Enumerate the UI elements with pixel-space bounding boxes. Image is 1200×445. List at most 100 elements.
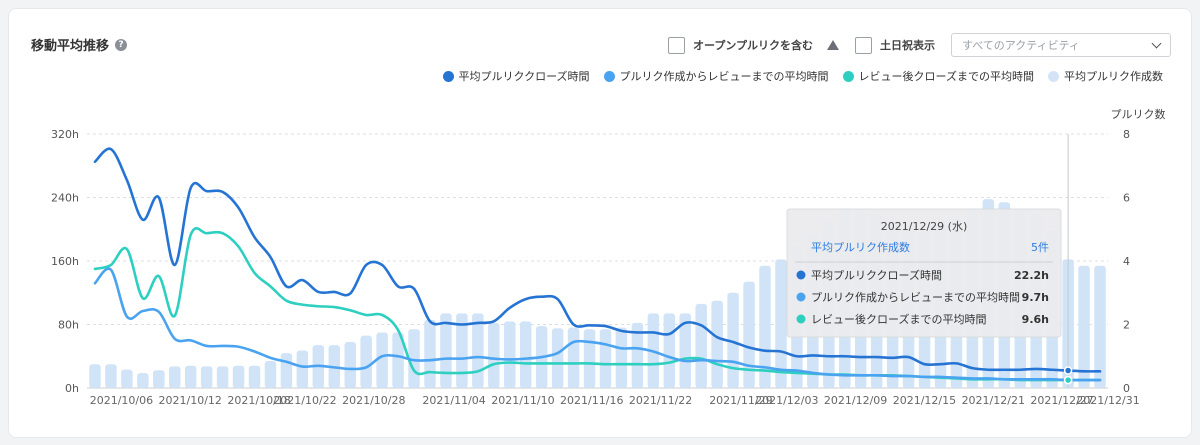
bar-pr-count bbox=[1078, 265, 1090, 388]
y-tick-label: 80h bbox=[58, 319, 79, 332]
bar-pr-count bbox=[695, 303, 707, 388]
bar-pr-count bbox=[296, 350, 309, 388]
tooltip-header-label: 平均プルリク作成数 bbox=[811, 241, 910, 254]
legend-item-review[interactable]: プルリク作成からレビューまでの平均時間 bbox=[603, 68, 829, 84]
weekend-checkbox[interactable]: 土日祝表示 bbox=[855, 36, 935, 54]
legend-item-after-review[interactable]: レビュー後クローズまでの平均時間 bbox=[842, 68, 1034, 84]
y2-axis-label: プルリク数 bbox=[1111, 108, 1166, 121]
legend-dot-close bbox=[442, 70, 454, 82]
tooltip-row-label: 平均プルリククローズ時間 bbox=[811, 268, 942, 282]
bar-pr-count bbox=[89, 364, 101, 388]
bar-pr-count bbox=[551, 328, 564, 388]
bar-pr-count bbox=[121, 369, 133, 388]
legend-label-review: プルリク作成からレビューまでの平均時間 bbox=[619, 70, 829, 83]
bar-pr-count bbox=[344, 341, 356, 388]
x-tick-label: 2021/11/04 bbox=[422, 394, 485, 407]
bar-pr-count bbox=[248, 365, 261, 388]
legend-label-after-review: レビュー後クローズまでの平均時間 bbox=[858, 70, 1034, 83]
bar-pr-count bbox=[232, 365, 245, 388]
tooltip-row-dot bbox=[796, 314, 806, 324]
warning-triangle-icon bbox=[827, 40, 839, 50]
bar-pr-count bbox=[743, 281, 755, 388]
bar-pr-count bbox=[519, 321, 532, 388]
bar-pr-count bbox=[504, 321, 516, 388]
bar-pr-count bbox=[759, 265, 771, 388]
x-tick-label: 2021/10/28 bbox=[342, 394, 405, 407]
bar-pr-count bbox=[264, 361, 277, 388]
tooltip-row-label: レビュー後クローズまでの平均時間 bbox=[811, 312, 986, 326]
bar-pr-count bbox=[153, 370, 165, 388]
x-tick-label: 2021/12/15 bbox=[893, 394, 956, 407]
x-tick-label: 2021/10/12 bbox=[159, 394, 222, 407]
bar-pr-count bbox=[567, 327, 580, 388]
panel-title-text: 移動平均推移 bbox=[31, 39, 110, 54]
activity-select[interactable]: すべてのアクティビティ bbox=[951, 33, 1171, 57]
x-tick-label: 2021/12/27 bbox=[1030, 394, 1093, 407]
tooltip-date: 2021/12/29 (水) bbox=[881, 220, 967, 233]
hover-point bbox=[1063, 375, 1073, 385]
y2-tick-label: 4 bbox=[1123, 255, 1130, 268]
legend-item-pr-count[interactable]: 平均プルリク作成数 bbox=[1048, 68, 1163, 84]
x-tick-label: 2021/12/31 bbox=[1076, 394, 1139, 407]
weekend-checkbox-label: 土日祝表示 bbox=[880, 39, 935, 52]
y2-tick-label: 2 bbox=[1123, 319, 1130, 332]
chart-legend: 平均プルリククローズ時間 プルリク作成からレビューまでの平均時間 レビュー後クロ… bbox=[442, 68, 1163, 84]
bar-pr-count bbox=[280, 353, 293, 388]
bar-pr-count bbox=[216, 366, 229, 388]
legend-label-pr-count: 平均プルリク作成数 bbox=[1064, 70, 1163, 83]
y2-tick-label: 6 bbox=[1123, 192, 1130, 205]
tooltip-row-dot bbox=[796, 270, 806, 280]
bar-pr-count bbox=[200, 366, 213, 388]
x-tick-label: 2021/10/22 bbox=[273, 394, 336, 407]
y2-tick-label: 8 bbox=[1123, 128, 1130, 141]
y2-tick-label: 0 bbox=[1123, 382, 1130, 395]
legend-item-close[interactable]: 平均プルリククローズ時間 bbox=[442, 68, 590, 84]
bar-pr-count bbox=[711, 300, 723, 388]
open-pr-checkbox-box[interactable] bbox=[667, 36, 685, 54]
hover-point bbox=[1063, 366, 1073, 375]
y-tick-label: 240h bbox=[51, 192, 79, 205]
bar-pr-count bbox=[583, 329, 596, 388]
bar-pr-count bbox=[184, 365, 197, 388]
tooltip-row-value: 9.7h bbox=[1022, 291, 1049, 304]
bar-pr-count bbox=[105, 364, 117, 388]
bar-pr-count bbox=[424, 319, 436, 388]
legend-label-close: 平均プルリククローズ時間 bbox=[458, 70, 590, 83]
bar-pr-count bbox=[376, 332, 388, 388]
tooltip-row-dot bbox=[796, 292, 806, 302]
legend-dot-after-review bbox=[842, 70, 854, 82]
weekend-checkbox-box[interactable] bbox=[855, 36, 872, 54]
chart-controls: オープンプルリクを含む 土日祝表示 すべてのアクティビティ bbox=[667, 33, 1171, 57]
bar-pr-count bbox=[456, 313, 468, 388]
line-close-time bbox=[93, 147, 1102, 373]
bar-pr-count bbox=[727, 292, 739, 388]
y-tick-label: 320h bbox=[51, 128, 79, 141]
bar-pr-count bbox=[631, 322, 644, 388]
x-tick-label: 2021/11/29 bbox=[709, 394, 772, 407]
x-tick-label: 2021/11/22 bbox=[629, 394, 692, 407]
bar-pr-count bbox=[615, 327, 628, 388]
tooltip-row-label: プルリク作成からレビューまでの平均時間 bbox=[811, 291, 1020, 304]
bar-pr-count bbox=[599, 329, 612, 388]
y-tick-label: 160h bbox=[51, 255, 79, 268]
bar-pr-count bbox=[775, 259, 787, 388]
question-circle-icon[interactable]: ? bbox=[115, 38, 128, 51]
x-tick-label: 2021/10/06 bbox=[90, 394, 153, 407]
x-tick-label: 2021/12/03 bbox=[755, 394, 818, 407]
bar-pr-count bbox=[679, 313, 691, 388]
x-tick-label: 2021/11/10 bbox=[491, 394, 554, 407]
x-tick-label: 2021/11/16 bbox=[560, 394, 623, 407]
legend-dot-pr-count bbox=[1048, 70, 1059, 82]
x-tick-label: 2021/10/18 bbox=[227, 394, 290, 407]
legend-dot-review bbox=[603, 70, 615, 82]
bar-pr-count bbox=[488, 322, 500, 388]
bar-pr-count bbox=[1094, 265, 1106, 388]
bar-pr-count bbox=[392, 332, 404, 388]
open-pr-checkbox-label: オープンプルリクを含む bbox=[692, 39, 813, 52]
open-pr-checkbox[interactable]: オープンプルリクを含む bbox=[667, 36, 839, 54]
bar-pr-count bbox=[663, 313, 676, 388]
x-tick-label: 2021/12/21 bbox=[962, 394, 1025, 407]
tooltip-row-value: 22.2h bbox=[1014, 269, 1049, 282]
